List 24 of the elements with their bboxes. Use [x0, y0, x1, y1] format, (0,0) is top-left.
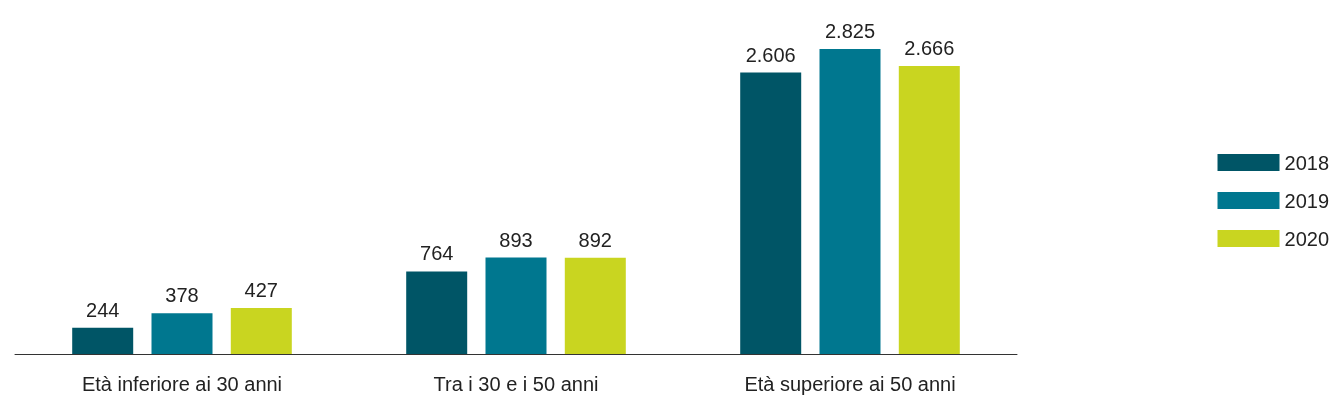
- bar: [740, 72, 802, 354]
- data-label: 378: [165, 284, 199, 307]
- x-tick-label: Età superiore ai 50 anni: [744, 373, 956, 395]
- legend-label: 2018: [1284, 151, 1330, 174]
- data-label: 427: [244, 278, 278, 301]
- x-tick-label: Età inferiore ai 30 anni: [81, 373, 283, 395]
- bar: [819, 48, 881, 354]
- data-label: 892: [578, 228, 612, 251]
- bar: [898, 66, 960, 354]
- data-label: 2.666: [904, 37, 955, 60]
- data-label: 2.825: [824, 19, 876, 42]
- data-label: 244: [86, 298, 120, 321]
- x-tick-label: Tra i 30 e i 50 anni: [433, 373, 599, 395]
- data-label: 893: [499, 228, 533, 251]
- legend-label: 2020: [1284, 227, 1330, 250]
- bar: [406, 271, 468, 354]
- legend-label: 2019: [1284, 189, 1330, 212]
- bar: [485, 257, 547, 354]
- bar: [230, 307, 292, 354]
- bar: [564, 257, 626, 354]
- data-label: 2.606: [745, 43, 796, 66]
- bar: [151, 313, 213, 354]
- data-label: 764: [420, 242, 454, 265]
- bar: [72, 327, 134, 354]
